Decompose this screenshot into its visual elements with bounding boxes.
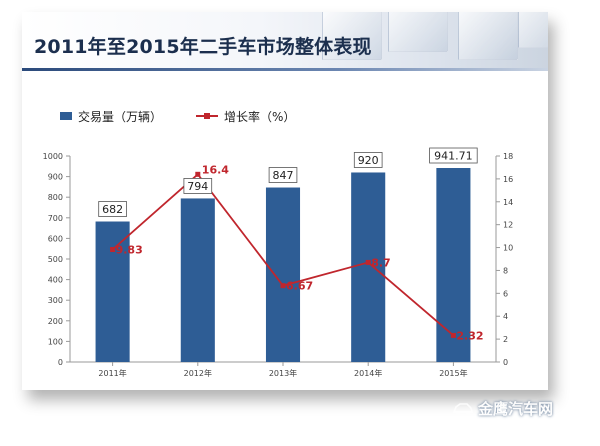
chart-legend: 交易量（万辆） 增长率（%） [60,108,329,124]
bar-data-label-box [183,178,213,194]
bar-data-label: 682 [102,203,123,216]
bar-data-label: 920 [358,154,379,167]
watermark-text: 金鹰汽车网 [478,400,554,418]
left-axis-tick-label: 200 [48,317,63,326]
left-axis-tick-label: 900 [48,173,63,182]
bar-volume [180,198,215,362]
growth-rate-data-label: 16.4 [202,163,229,176]
growth-rate-marker [110,247,116,253]
presentation-slide: 2011年至2015年二手车市场整体表现 交易量（万辆） 增长率（%） 0 100… [22,12,548,390]
slide-header: 2011年至2015年二手车市场整体表现 [22,12,548,68]
bar-volume [265,187,301,362]
car-logo-icon [452,402,474,415]
legend-item-growth: 增长率（%） [196,108,295,125]
left-axis-tick-label: 100 [48,337,63,346]
legend-item-volume: 交易量（万辆） [60,108,162,125]
legend-label-volume: 交易量（万辆） [78,109,163,124]
growth-rate-marker [450,332,456,338]
left-axis-tick-label: 0 [58,358,63,367]
left-axis-tick-label: 300 [48,296,63,305]
growth-rate-marker [195,171,201,177]
x-axis-tick-label: 2014年 [354,368,382,378]
bar-volume [95,221,130,362]
bar-data-label-box [429,147,478,164]
legend-bar-swatch [60,112,72,120]
right-axis-tick-label: 2 [503,335,508,344]
x-axis-tick-label: 2013年 [269,368,297,378]
bar-data-label: 941.71 [434,150,473,163]
decorative-cube [458,12,518,60]
left-axis-tick-label: 500 [48,255,63,264]
right-axis-tick-label: 18 [503,152,513,161]
left-axis-tick-label: 600 [48,234,63,243]
decorative-cube [322,12,382,60]
growth-rate-data-label: 9.83 [116,244,143,257]
x-axis-tick-label: 2011年 [98,368,126,378]
left-axis-tick-label: 400 [48,276,63,285]
slide-title: 2011年至2015年二手车市场整体表现 [34,36,372,58]
left-axis-tick-label: 800 [48,193,63,202]
decorative-cube [388,12,448,52]
right-axis-tick-label: 14 [503,198,513,207]
right-axis-tick-label: 4 [503,312,508,321]
right-axis-tick-label: 16 [503,175,513,184]
bar-data-label: 794 [187,180,208,193]
right-axis-tick-label: 10 [503,244,513,253]
left-axis-tick-label: 1000 [43,152,63,161]
decorative-cube [518,12,548,48]
bar-data-label-box [353,152,383,168]
x-axis-tick-label: 2012年 [184,368,212,378]
growth-rate-data-label: 6.67 [286,280,313,293]
right-axis-tick-label: 6 [503,289,508,298]
growth-rate-marker [280,283,286,289]
growth-rate-data-label: 2.32 [456,329,483,342]
bar-data-label-box [268,167,298,183]
growth-rate-marker [365,259,371,265]
legend-line-swatch [196,112,219,120]
right-axis-tick-label: 0 [503,358,508,367]
header-divider [22,68,548,71]
x-axis-tick-label: 2015年 [439,368,467,378]
right-axis-tick-label: 8 [503,266,508,275]
legend-label-growth: 增长率（%） [224,109,296,124]
combo-chart: 0 100 200 300 400 500 600 700 800 900 1000 0 2 4 6 8 10 1… [43,147,513,378]
growth-rate-data-label: 8.7 [371,256,391,269]
watermark: 金鹰汽车网 [452,398,553,419]
bar-data-label-box [98,201,127,217]
bar-data-label: 847 [273,169,294,182]
bar-volume [436,168,471,362]
left-axis-tick-label: 700 [48,214,63,223]
bar-volume [351,172,386,362]
right-axis-tick-label: 12 [503,221,513,230]
